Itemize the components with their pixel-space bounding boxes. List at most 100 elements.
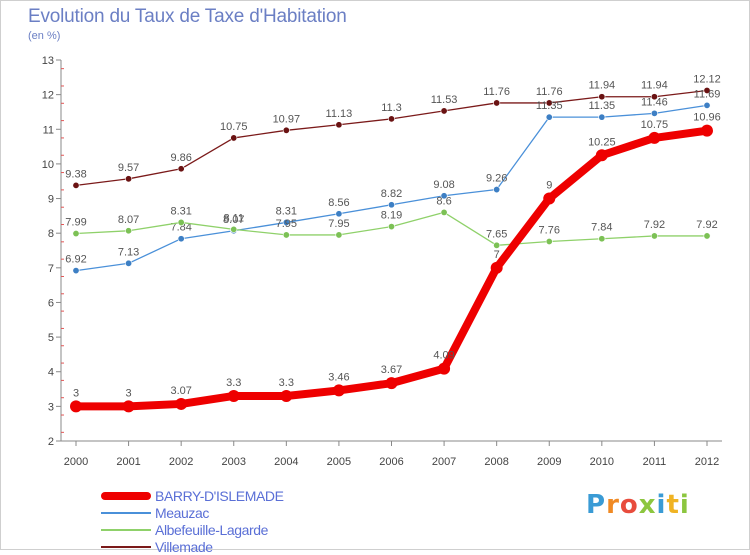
logo-letter: o (619, 490, 639, 520)
data-point (280, 389, 293, 402)
x-tick-label: 2008 (484, 456, 508, 468)
data-point (650, 93, 658, 101)
legend-label: BARRY-D'ISLEMADE (155, 487, 284, 504)
data-label: 10.25 (588, 136, 616, 148)
chart-legend: BARRY-D'ISLEMADE Meauzac Albefeuille-Lagar… (101, 487, 284, 555)
data-point (282, 231, 290, 239)
data-label: 11.3 (381, 102, 402, 114)
data-label: 11.69 (694, 88, 721, 100)
data-point (648, 131, 661, 144)
data-point (125, 259, 133, 267)
data-label: 8.6 (436, 195, 451, 207)
data-label: 11.13 (326, 108, 353, 120)
x-tick-label: 2010 (590, 456, 614, 468)
y-tick-label: 9 (48, 194, 54, 206)
data-label: 8.07 (223, 214, 244, 226)
y-tick-label: 13 (42, 55, 54, 67)
data-label: 8.07 (118, 214, 139, 226)
data-point (335, 210, 343, 218)
x-tick-label: 2000 (64, 456, 88, 468)
data-label: 3.3 (226, 377, 241, 389)
data-point (493, 186, 501, 194)
data-label: 9.86 (170, 152, 191, 164)
data-label: 11.35 (588, 100, 615, 112)
data-point (440, 192, 448, 200)
data-label: 7 (494, 249, 500, 261)
x-tick-label: 2005 (327, 456, 351, 468)
data-point (650, 232, 658, 240)
data-point (332, 384, 345, 397)
x-tick-label: 2012 (695, 456, 719, 468)
legend-swatch (101, 511, 151, 514)
data-point (703, 86, 711, 94)
data-point (595, 149, 608, 162)
logo-letter: x (638, 490, 657, 520)
data-point (490, 261, 503, 274)
data-label: 10.97 (273, 113, 301, 125)
data-point (440, 107, 448, 115)
data-point (125, 175, 133, 183)
data-point (703, 232, 711, 240)
chart-title: Evolution du Taux de Taxe d'Habitation (28, 6, 347, 27)
legend-item: Villemade (101, 538, 284, 555)
data-label: 3.07 (170, 385, 191, 397)
data-label: 7.99 (65, 217, 86, 229)
y-tick-label: 10 (42, 159, 54, 171)
proxiti-logo: Proxiti (586, 490, 690, 520)
y-tick-label: 11 (43, 124, 54, 136)
data-point (72, 181, 80, 189)
data-point (72, 267, 80, 275)
data-point (177, 218, 185, 226)
data-label: 12.12 (693, 73, 721, 85)
data-label: 10.96 (693, 112, 721, 124)
data-point (122, 400, 135, 413)
logo-letter: i (656, 490, 667, 520)
y-tick-label: 7 (48, 263, 54, 275)
data-point (282, 126, 290, 134)
x-tick-label: 2009 (537, 456, 561, 468)
data-point (545, 113, 553, 121)
y-tick-label: 3 (48, 401, 54, 413)
data-label: 7.84 (170, 222, 191, 234)
x-tick-label: 2011 (643, 456, 667, 468)
data-label: 3 (126, 387, 132, 399)
data-point (72, 230, 80, 238)
logo-letter: P (586, 490, 607, 520)
data-point (650, 109, 658, 117)
data-point (493, 99, 501, 107)
legend-item: Albefeuille-Lagarde (101, 521, 284, 538)
legend-swatch (101, 528, 151, 531)
data-label: 8.31 (276, 205, 297, 217)
data-label: 7.13 (118, 246, 139, 258)
data-point (598, 93, 606, 101)
data-label: 7.65 (486, 228, 507, 240)
y-tick-label: 5 (48, 332, 54, 344)
data-label: 3 (73, 387, 79, 399)
data-label: 8.82 (381, 188, 402, 200)
data-point (175, 397, 188, 410)
data-label: 8.19 (381, 210, 402, 222)
data-point (598, 235, 606, 243)
data-point (177, 165, 185, 173)
data-label: 11.94 (641, 80, 668, 92)
data-label: 8.31 (170, 205, 191, 217)
data-point (227, 389, 240, 402)
data-point (545, 99, 553, 107)
data-point (387, 115, 395, 123)
data-point (703, 101, 711, 109)
data-point (335, 121, 343, 129)
logo-letter: r (606, 490, 620, 520)
chart-unit-label: (en %) (28, 30, 61, 42)
data-label: 4.09 (433, 350, 454, 362)
legend-item: Meauzac (101, 504, 284, 521)
data-label: 8.11 (223, 212, 244, 224)
data-label: 11.94 (588, 80, 615, 92)
data-point (543, 192, 556, 205)
data-label: 8.56 (328, 197, 349, 209)
data-label: 7.95 (276, 218, 297, 230)
data-label: 9.57 (118, 162, 139, 174)
y-tick-label: 12 (42, 90, 54, 102)
data-point (701, 124, 713, 137)
legend-swatch (101, 491, 151, 500)
